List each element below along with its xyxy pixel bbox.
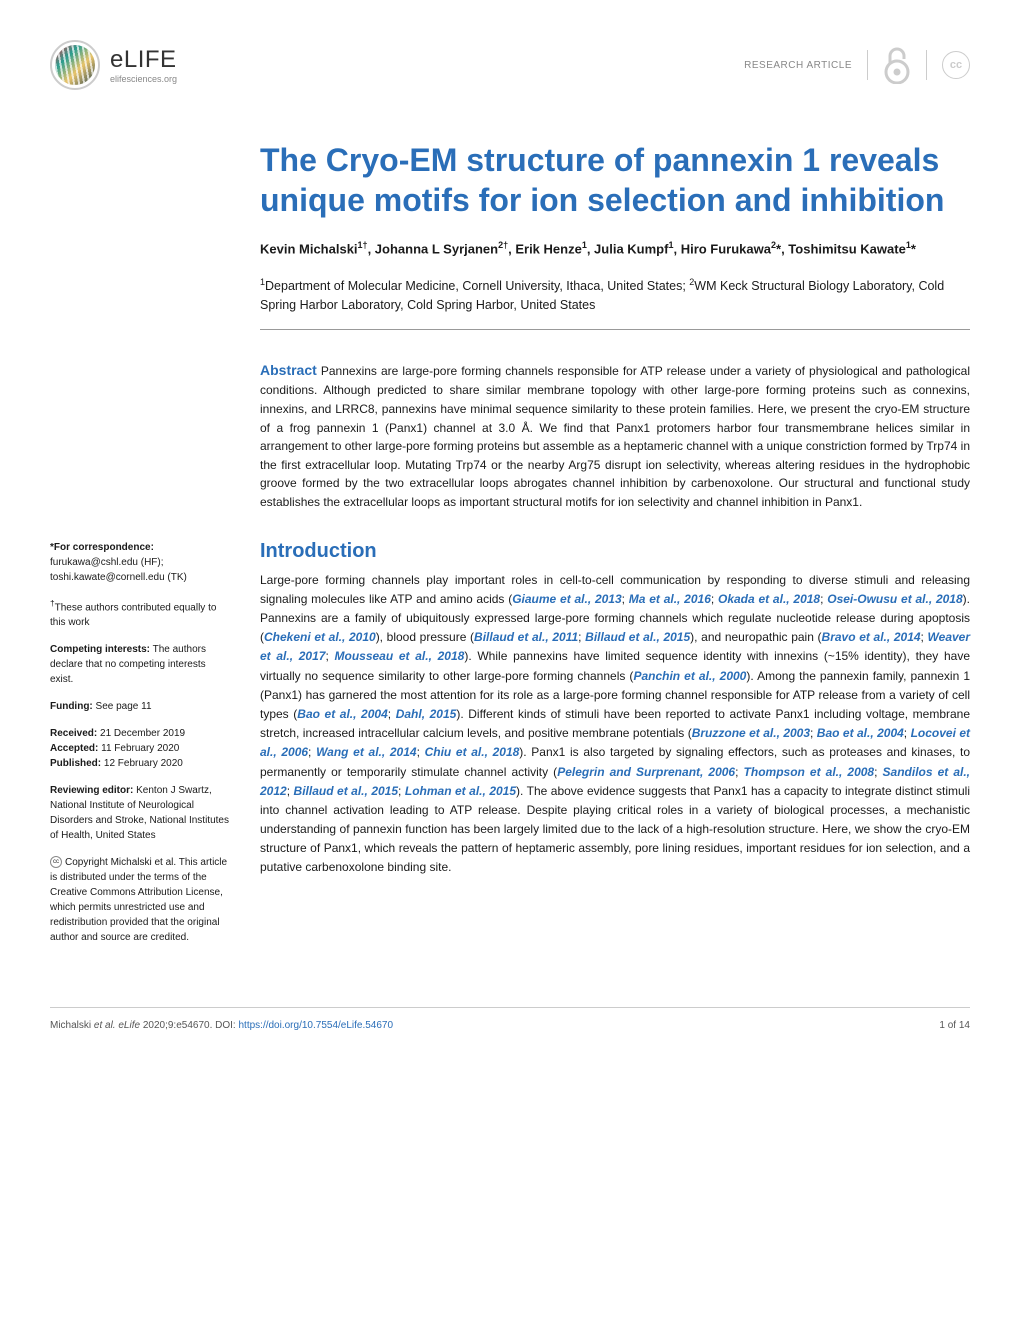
metadata-sidebar: *For correspondence: furukawa@cshl.edu (… — [50, 540, 230, 957]
dates-block: Received: 21 December 2019 Accepted: 11 … — [50, 726, 230, 771]
page-footer: Michalski et al. eLife 2020;9:e54670. DO… — [50, 1007, 970, 1031]
abstract-body: Pannexins are large-pore forming channel… — [260, 364, 970, 509]
received-label: Received: — [50, 728, 97, 739]
received-date: 21 December 2019 — [97, 728, 185, 739]
doi-label: DOI: — [215, 1020, 238, 1031]
journal-brand: eLIFE elifesciences.org — [50, 40, 177, 90]
cc-small-icon: cc — [50, 856, 62, 868]
competing-interests: Competing interests: The authors declare… — [50, 642, 230, 687]
correspondence-email: toshi.kawate@cornell.edu (TK) — [50, 570, 230, 585]
copyright-text: Copyright Michalski et al. This article … — [50, 857, 227, 943]
elife-logo-icon — [50, 40, 100, 90]
affiliations: 1Department of Molecular Medicine, Corne… — [260, 276, 970, 315]
divider-icon — [926, 50, 927, 80]
cc-license-icon: cc — [942, 51, 970, 79]
section-divider — [260, 329, 970, 330]
journal-url: elifesciences.org — [110, 74, 177, 84]
introduction-heading: Introduction — [260, 540, 970, 563]
journal-name: eLIFE — [110, 46, 177, 74]
citation-line: Michalski et al. eLife 2020;9:e54670. DO… — [50, 1020, 393, 1031]
page-number: 1 of 14 — [939, 1020, 970, 1031]
header-badges: RESEARCH ARTICLE cc — [744, 46, 970, 84]
funding-label: Funding: — [50, 701, 93, 712]
correspondence-block: *For correspondence: furukawa@cshl.edu (… — [50, 540, 230, 585]
abstract-label: Abstract — [260, 362, 317, 378]
correspondence-email: furukawa@cshl.edu (HF); — [50, 555, 230, 570]
equal-contribution: †These authors contributed equally to th… — [50, 597, 230, 630]
reviewing-label: Reviewing editor: — [50, 785, 133, 796]
article-title: The Cryo-EM structure of pannexin 1 reve… — [260, 140, 970, 220]
author-list: Kevin Michalski1†, Johanna L Syrjanen2†,… — [260, 238, 970, 260]
funding-block: Funding: See page 11 — [50, 699, 230, 714]
funding-link[interactable]: See page 11 — [93, 701, 152, 712]
correspondence-label: *For correspondence: — [50, 540, 230, 555]
introduction-body: Large-pore forming channels play importa… — [260, 571, 970, 878]
copyright-block: ccCopyright Michalski et al. This articl… — [50, 855, 230, 945]
doi-link[interactable]: https://doi.org/10.7554/eLife.54670 — [238, 1020, 393, 1031]
published-date: 12 February 2020 — [101, 758, 183, 769]
competing-label: Competing interests: — [50, 644, 150, 655]
page-header: eLIFE elifesciences.org RESEARCH ARTICLE… — [50, 40, 970, 90]
published-label: Published: — [50, 758, 101, 769]
accepted-date: 11 February 2020 — [98, 743, 179, 754]
abstract-section: Abstract Pannexins are large-pore formin… — [260, 360, 970, 512]
article-type-label: RESEARCH ARTICLE — [744, 60, 852, 71]
reviewing-editor: Reviewing editor: Kenton J Swartz, Natio… — [50, 783, 230, 843]
accepted-label: Accepted: — [50, 743, 98, 754]
divider-icon — [867, 50, 868, 80]
open-access-icon — [883, 46, 911, 84]
